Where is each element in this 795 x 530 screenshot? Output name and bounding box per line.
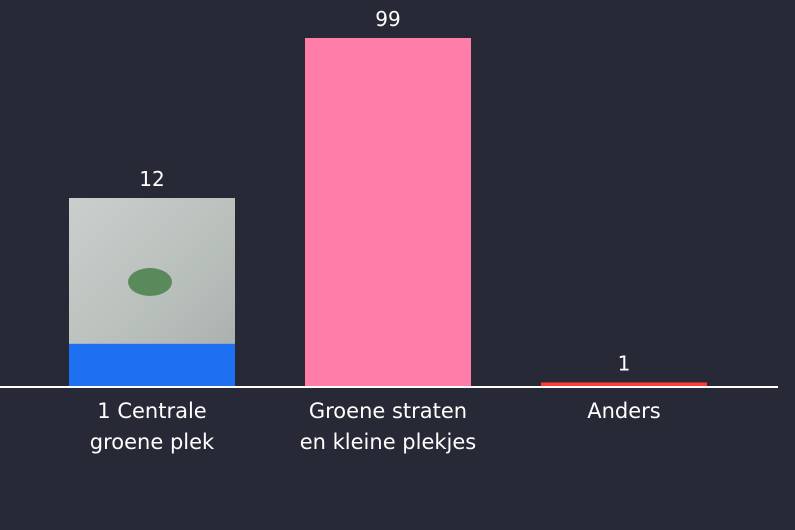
category-label: 1 Centrale groene plek xyxy=(89,399,215,454)
value-label: 12 xyxy=(139,167,164,191)
value-label: 99 xyxy=(375,7,400,31)
category-label: Anders xyxy=(587,399,661,423)
map-green-area xyxy=(128,268,172,296)
bar xyxy=(541,382,707,386)
bar xyxy=(69,343,235,386)
bars xyxy=(69,38,707,386)
bar xyxy=(305,38,471,386)
category-label: Groene straten en kleine plekjes xyxy=(299,399,477,454)
value-label: 1 xyxy=(618,351,631,375)
